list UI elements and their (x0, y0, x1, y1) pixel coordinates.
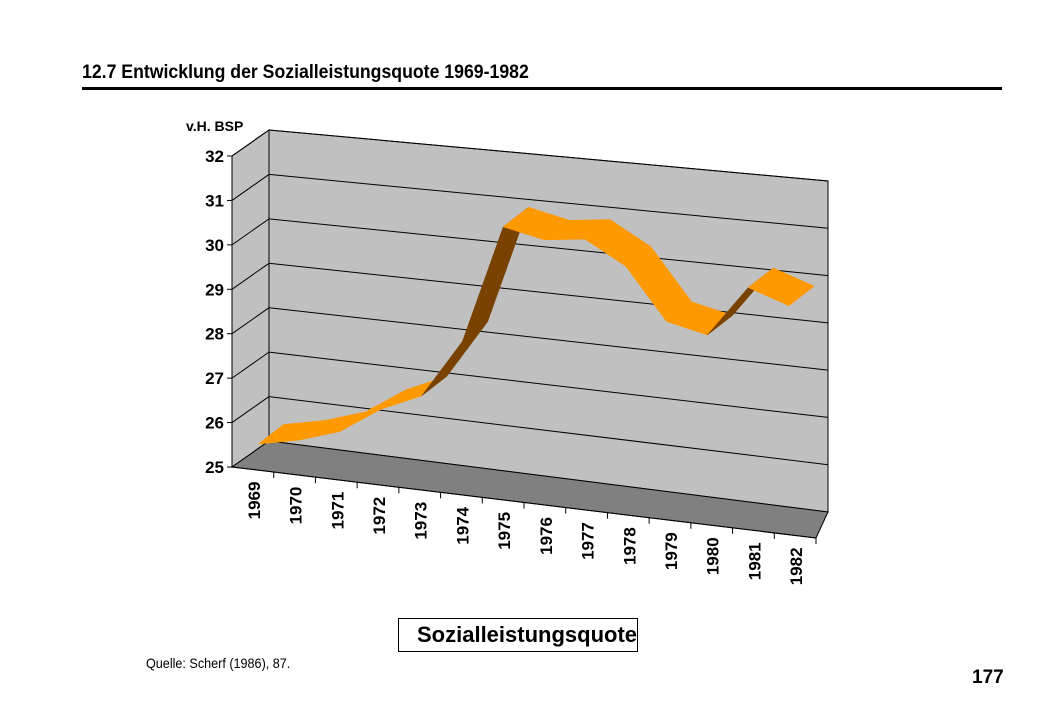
y-tick-label: 29 (205, 280, 224, 299)
gridline-side (231, 351, 270, 379)
y-tick-label: 32 (205, 147, 224, 166)
y-tick-label: 30 (205, 236, 224, 255)
y-tick-label: 26 (205, 414, 224, 433)
x-tick-label: 1973 (412, 502, 431, 540)
y-tick-label: 25 (205, 458, 224, 477)
x-axis-line (231, 466, 817, 539)
gridline (268, 218, 829, 277)
x-tick-label: 1978 (620, 527, 639, 565)
y-tick-label: 31 (205, 191, 224, 210)
gridline (268, 351, 829, 418)
x-tick-label: 1982 (787, 547, 806, 585)
x-tick-label: 1976 (537, 517, 556, 555)
x-tick-label: 1977 (579, 522, 598, 560)
x-tick-label: 1972 (370, 497, 389, 535)
y-axis-title: v.H. BSP (186, 118, 243, 134)
gridline (268, 396, 829, 466)
side-wall (231, 129, 270, 468)
gridline (268, 129, 829, 182)
y-tick-label: 28 (205, 325, 224, 344)
x-tick-label: 1974 (453, 506, 472, 544)
gridline-side (231, 129, 270, 157)
x-tick-label: 1969 (245, 482, 264, 520)
ribbon-segment (747, 267, 815, 307)
title-rule (82, 87, 1002, 90)
x-tick-label: 1980 (704, 537, 723, 575)
x-tick-label: 1979 (662, 532, 681, 570)
gridline (268, 307, 829, 371)
x-tick-label: 1971 (328, 492, 347, 530)
page-number: 177 (972, 667, 1004, 688)
gridline-side (231, 396, 270, 423)
gridline-side (231, 307, 270, 335)
gridline (268, 173, 829, 229)
gridline-side (231, 262, 270, 290)
page-title: 12.7 Entwicklung der Sozialleistungsquot… (82, 62, 529, 83)
legend: Sozialleistungsquote (398, 618, 638, 652)
gridline-side (231, 218, 270, 246)
y-tick-label: 27 (205, 369, 224, 388)
x-tick-label: 1975 (495, 512, 514, 550)
x-tick-label: 1981 (745, 542, 764, 580)
gridline-side (231, 174, 270, 201)
legend-label: Sozialleistungsquote (417, 622, 638, 647)
x-tick-label: 1970 (287, 487, 306, 525)
source-note: Quelle: Scherf (1986), 87. (146, 655, 291, 671)
